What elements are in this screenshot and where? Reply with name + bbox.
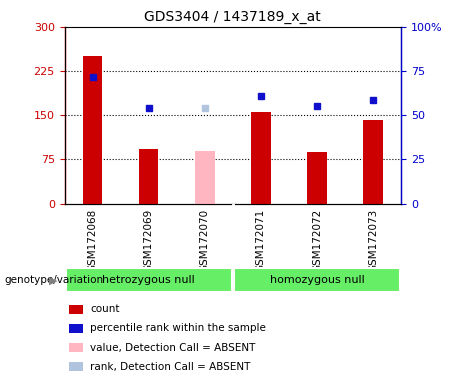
Text: ▶: ▶ — [49, 275, 57, 285]
Text: GSM172071: GSM172071 — [256, 209, 266, 272]
Bar — [307, 152, 327, 204]
Bar — [139, 149, 159, 204]
Text: genotype/variation: genotype/variation — [5, 275, 104, 285]
Text: GSM172072: GSM172072 — [312, 209, 322, 272]
Bar — [234, 268, 400, 293]
Bar — [83, 56, 102, 204]
Text: hetrozygous null: hetrozygous null — [102, 275, 195, 285]
Text: value, Detection Call = ABSENT: value, Detection Call = ABSENT — [90, 343, 255, 353]
Text: GSM172070: GSM172070 — [200, 209, 210, 272]
Text: rank, Detection Call = ABSENT: rank, Detection Call = ABSENT — [90, 362, 250, 372]
Bar — [195, 151, 214, 204]
Text: homozygous null: homozygous null — [270, 275, 364, 285]
Bar — [363, 120, 383, 204]
Text: GSM172068: GSM172068 — [88, 209, 98, 272]
Text: count: count — [90, 304, 119, 314]
Bar — [251, 112, 271, 204]
Text: GSM172069: GSM172069 — [144, 209, 154, 272]
Bar — [65, 268, 232, 293]
Text: percentile rank within the sample: percentile rank within the sample — [90, 323, 266, 333]
Title: GDS3404 / 1437189_x_at: GDS3404 / 1437189_x_at — [144, 10, 321, 25]
Text: GSM172073: GSM172073 — [368, 209, 378, 272]
